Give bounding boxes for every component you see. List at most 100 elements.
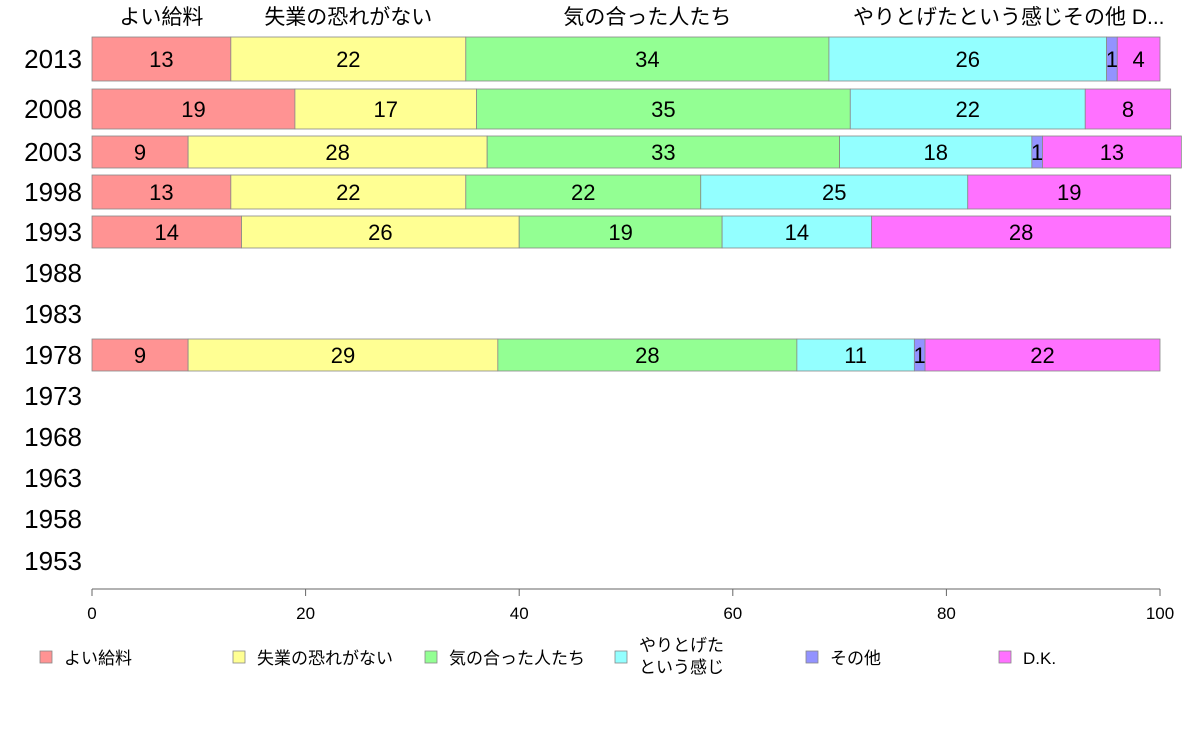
bar-segment <box>924 338 1161 372</box>
bar-segment <box>1084 88 1172 130</box>
year-label: 1988 <box>24 258 82 288</box>
year-label: 1973 <box>24 381 82 411</box>
year-labels: 2013 2008 2003 1998 1993 1988 1983 1978 1973 1968… <box>24 44 82 576</box>
bar-segment <box>1042 135 1182 169</box>
data-label: 18 <box>923 140 947 165</box>
legend-swatch <box>998 650 1012 664</box>
data-label: 19 <box>1057 180 1081 205</box>
bar-segment <box>91 174 232 210</box>
legend-swatch <box>805 650 819 664</box>
legend-swatch <box>424 650 438 664</box>
year-label: 1993 <box>24 217 82 247</box>
bar-segment <box>518 215 723 249</box>
legend-label: D.K. <box>1023 649 1056 668</box>
bar-segment <box>486 135 841 169</box>
data-label: 19 <box>608 220 632 245</box>
bar-segment <box>241 215 520 249</box>
bar-segment <box>465 174 702 210</box>
data-label: 11 <box>844 343 867 368</box>
legend-label: その他 <box>830 649 881 668</box>
data-label: 9 <box>134 343 146 368</box>
year-label: 2003 <box>24 137 82 167</box>
x-tick-label: 80 <box>937 604 956 623</box>
column-header: やりとげたという感じその他 D... <box>853 6 1165 29</box>
year-label: 1983 <box>24 299 82 329</box>
legend-label: 失業の恐れがない <box>257 649 393 668</box>
data-label: 22 <box>336 180 360 205</box>
data-label: 17 <box>373 97 397 122</box>
legend-label: 気の合った人たち <box>449 649 585 668</box>
data-label: 1 <box>1031 140 1043 165</box>
x-tick-label: 40 <box>510 604 529 623</box>
data-label: 8 <box>1122 97 1134 122</box>
data-label: 26 <box>956 47 980 72</box>
column-headers: よい給料 失業の恐れがない 気の合った人たち やりとげたという感じその他 D... <box>119 6 1164 29</box>
bar-segment <box>91 88 296 130</box>
bar-segment <box>849 88 1086 130</box>
data-label: 13 <box>149 47 173 72</box>
data-label: 14 <box>155 220 179 245</box>
legend-swatch <box>614 650 628 664</box>
x-axis: 0 20 40 60 80 100 <box>87 588 1174 623</box>
year-label: 1998 <box>24 177 82 207</box>
bar-segment <box>465 36 830 82</box>
data-label: 4 <box>1133 47 1145 72</box>
legend-label: よい給料 <box>64 649 132 668</box>
year-label: 1968 <box>24 422 82 452</box>
data-label: 26 <box>368 220 392 245</box>
bar-segment <box>828 36 1107 82</box>
year-label: 2013 <box>24 44 82 74</box>
bar-segment <box>839 135 1033 169</box>
bar-segment <box>721 215 873 249</box>
year-label: 1978 <box>24 340 82 370</box>
data-label: 22 <box>336 47 360 72</box>
column-header: よい給料 <box>119 6 203 29</box>
data-label: 9 <box>134 140 146 165</box>
column-header: 失業の恐れがない <box>264 6 432 29</box>
bar-segment <box>871 215 1172 249</box>
bar-segment <box>230 36 467 82</box>
bar-segment <box>700 174 969 210</box>
data-label: 25 <box>822 180 846 205</box>
data-label: 22 <box>571 180 595 205</box>
bar-segment <box>796 338 915 372</box>
data-label: 1 <box>914 343 926 368</box>
bar-segment <box>967 174 1172 210</box>
data-label: 34 <box>635 47 659 72</box>
legend-label: やりとげたという感じ <box>639 636 724 677</box>
bar-segment <box>91 338 189 372</box>
data-label: 22 <box>1030 343 1054 368</box>
x-tick-label: 20 <box>296 604 315 623</box>
x-tick-label: 100 <box>1146 604 1174 623</box>
bar-segment <box>230 174 467 210</box>
year-label: 1958 <box>24 504 82 534</box>
bar-segment <box>294 88 477 130</box>
legend-swatch <box>39 650 53 664</box>
data-label: 33 <box>651 140 675 165</box>
legend-swatch <box>232 650 246 664</box>
bar-segment <box>1116 36 1161 82</box>
data-label: 13 <box>149 180 173 205</box>
data-label: 22 <box>956 97 980 122</box>
data-label: 29 <box>331 343 355 368</box>
year-label: 1963 <box>24 463 82 493</box>
year-label: 2008 <box>24 94 82 124</box>
bar-segment <box>91 135 189 169</box>
data-label: 28 <box>325 140 349 165</box>
year-label: 1953 <box>24 546 82 576</box>
bar-segment <box>91 36 232 82</box>
data-label: 35 <box>651 97 675 122</box>
legend: よい給料 失業の恐れがない 気の合った人たち やりとげたという感じ その他 D.K. <box>39 636 1056 677</box>
data-label: 1 <box>1106 47 1118 72</box>
data-label: 13 <box>1100 140 1124 165</box>
bar-segment <box>187 135 488 169</box>
bar-segment <box>497 338 798 372</box>
data-label: 28 <box>1009 220 1033 245</box>
data-label: 19 <box>181 97 205 122</box>
data-label: 28 <box>635 343 659 368</box>
x-tick-label: 60 <box>723 604 742 623</box>
column-header: 気の合った人たち <box>563 6 731 29</box>
x-tick-label: 0 <box>87 604 96 623</box>
